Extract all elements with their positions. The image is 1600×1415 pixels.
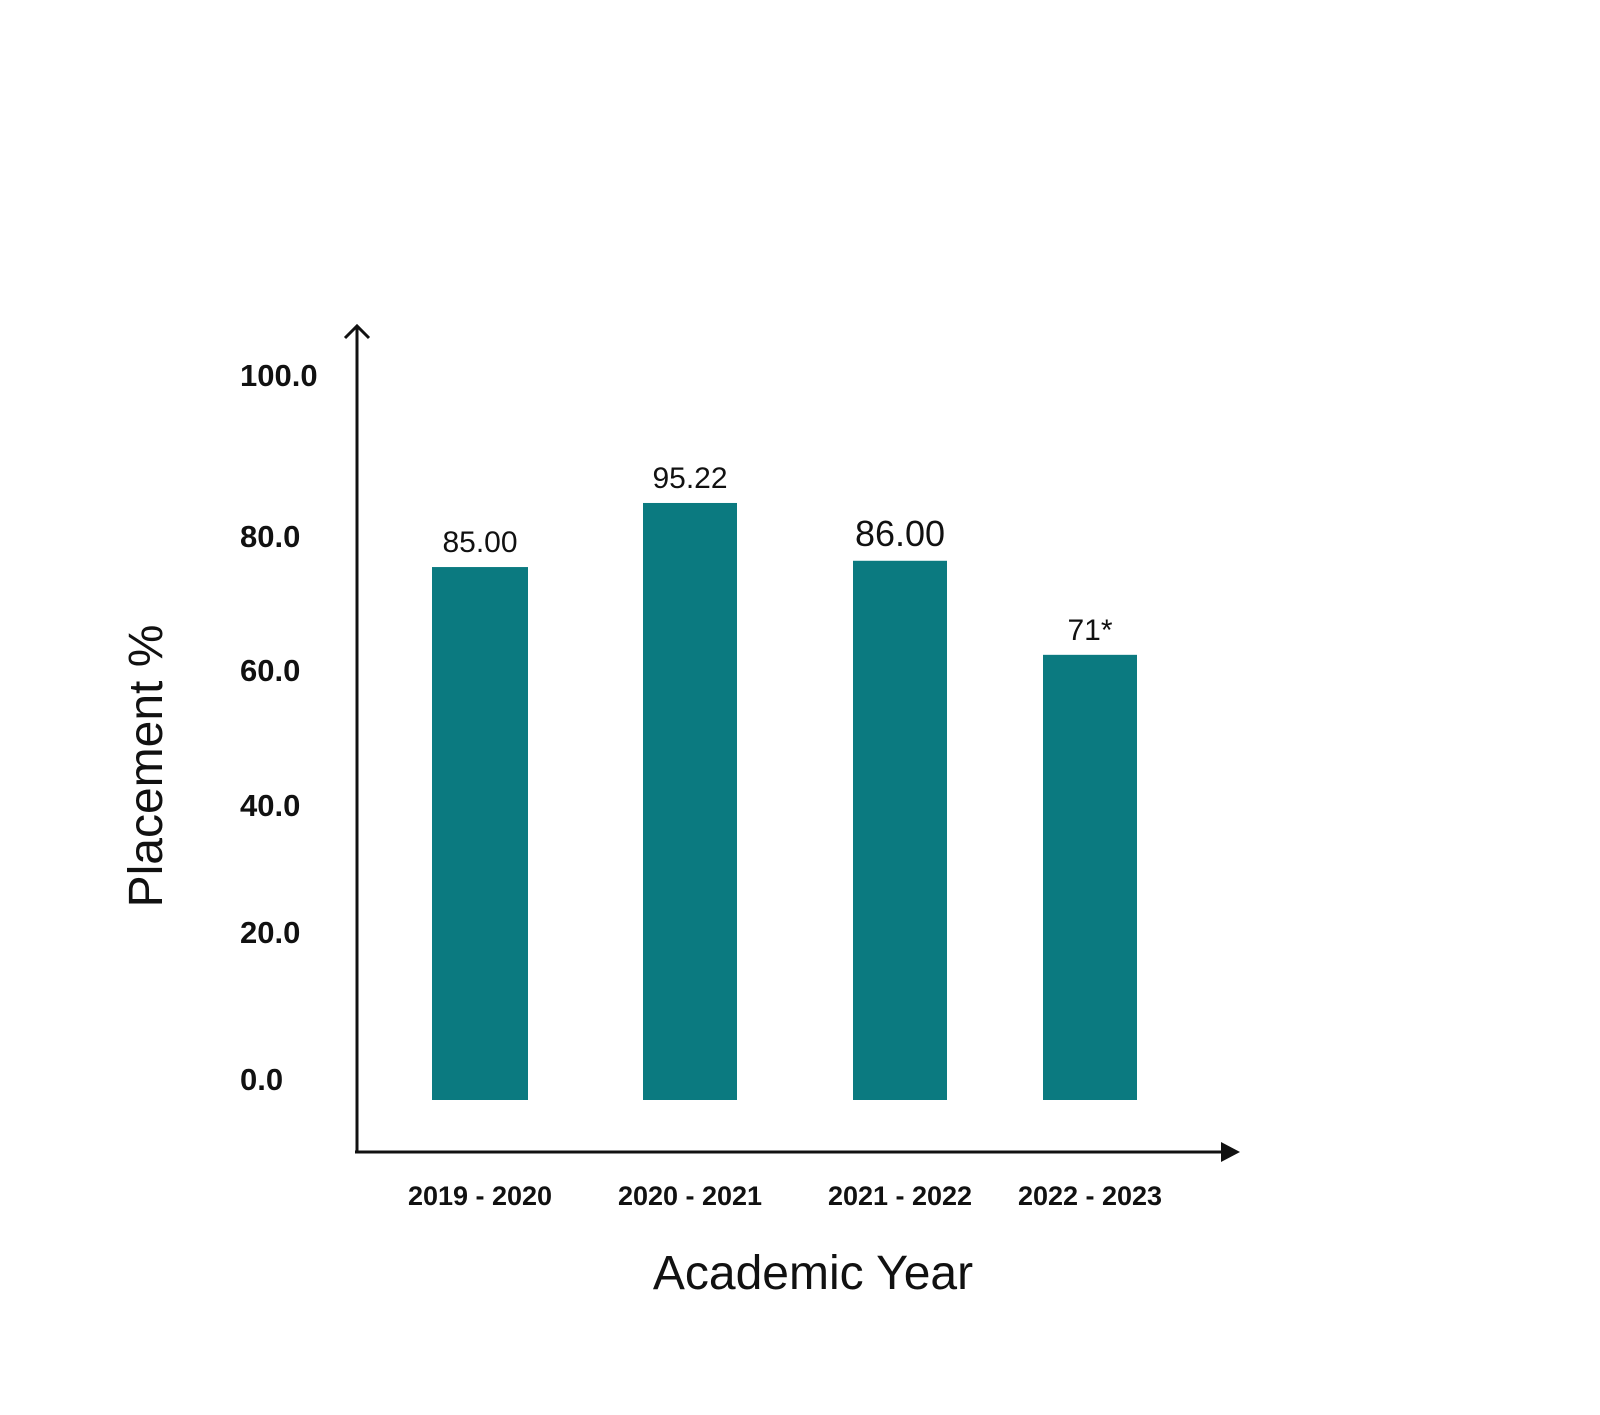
y-tick-label: 80.0 — [240, 519, 300, 554]
bar — [432, 567, 528, 1100]
data-labels: 85.00 95.22 86.00 71* — [442, 462, 1112, 647]
y-tick-label: 40.0 — [240, 788, 300, 823]
x-axis-arrowhead — [1221, 1142, 1240, 1162]
bar-value-label: 71* — [1067, 614, 1112, 647]
bar — [853, 560, 947, 1100]
y-tick-labels: 0.0 20.0 40.0 60.0 80.0 100.0 — [240, 358, 318, 1097]
bars — [432, 502, 1137, 1101]
bar-value-label: 95.22 — [652, 462, 727, 495]
x-tick-label: 2019 - 2020 — [408, 1181, 552, 1211]
x-tick-label: 2021 - 2022 — [828, 1181, 972, 1211]
bar — [1043, 654, 1137, 1100]
bar — [643, 502, 737, 1101]
y-axis-title: Placement % — [120, 625, 173, 908]
bar-value-label: 86.00 — [855, 513, 945, 554]
y-tick-label: 0.0 — [240, 1062, 283, 1097]
y-tick-label: 100.0 — [240, 358, 318, 393]
x-tick-labels: 2019 - 2020 2020 - 2021 2021 - 2022 2022 - … — [408, 1181, 1162, 1211]
bar-value-label: 85.00 — [442, 526, 517, 559]
x-tick-label: 2020 - 2021 — [618, 1181, 762, 1211]
y-axis-arrowhead — [343, 323, 371, 340]
y-tick-label: 60.0 — [240, 653, 300, 688]
y-tick-label: 20.0 — [240, 915, 300, 950]
x-tick-label: 2022 - 2023 — [1018, 1181, 1162, 1211]
x-axis-title: Academic Year — [653, 1247, 973, 1300]
